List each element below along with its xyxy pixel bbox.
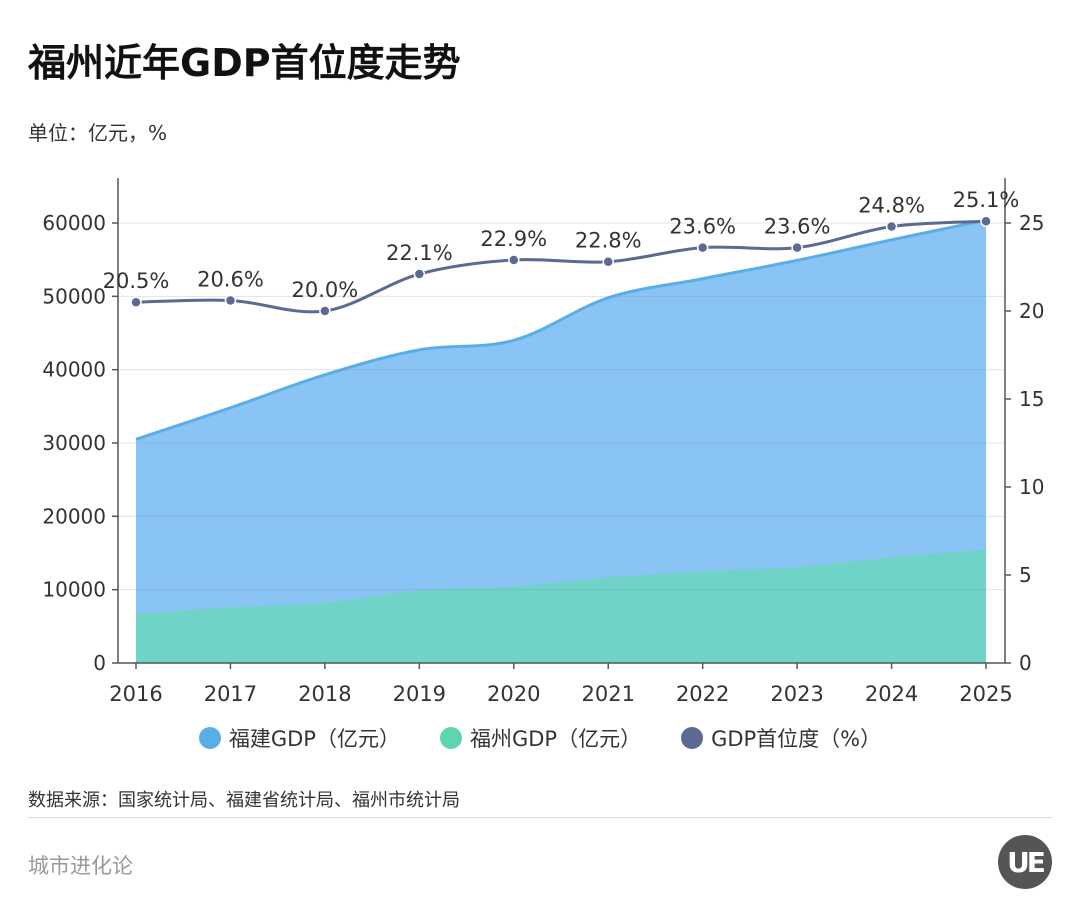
x-axis-tick-label: 2020: [487, 682, 540, 706]
data-label: 22.1%: [386, 241, 453, 265]
legend-item-primacy[interactable]: GDP首位度（%）: [681, 723, 881, 753]
x-axis-tick-label: 2024: [865, 682, 918, 706]
legend-marker: [439, 727, 462, 749]
legend-item-fuzhou[interactable]: 福州GDP（亿元）: [439, 723, 642, 753]
left-axis-tick-label: 50000: [42, 284, 106, 308]
right-axis-tick-label: 20: [1019, 299, 1044, 323]
primacy-point: [508, 254, 520, 266]
data-label: 20.6%: [197, 267, 264, 291]
chart: 0100002000030000400005000060000051015202…: [42, 178, 1044, 706]
primacy-point: [224, 294, 237, 307]
x-axis-tick-label: 2017: [204, 682, 257, 706]
x-axis-tick-label: 2019: [393, 682, 446, 706]
left-axis-tick-label: 60000: [42, 211, 106, 235]
primacy-point: [413, 268, 426, 280]
left-axis-tick-label: 40000: [42, 358, 106, 382]
right-axis-tick-label: 5: [1019, 563, 1032, 587]
data-label: 23.6%: [669, 215, 736, 239]
left-axis-tick-label: 10000: [42, 578, 106, 602]
data-source: 数据来源：国家统计局、福建省统计局、福州市统计局: [28, 790, 460, 811]
legend-label: GDP首位度（%）: [711, 727, 882, 751]
x-axis-tick-label: 2016: [109, 682, 162, 706]
primacy-point: [130, 296, 142, 308]
area-line-fujian: [135, 218, 987, 441]
primacy-point: [696, 241, 709, 254]
area-fuzhou: [136, 549, 986, 663]
right-axis-tick-label: 15: [1019, 387, 1044, 411]
primacy-point: [602, 255, 614, 268]
primacy-point: [980, 215, 992, 227]
primacy-point: [885, 220, 898, 233]
data-label: 22.8%: [575, 229, 642, 253]
x-axis-tick-label: 2021: [581, 682, 634, 706]
data-label: 20.0%: [292, 278, 359, 302]
data-label: 20.5%: [103, 269, 170, 293]
divider: [28, 817, 1052, 818]
brand-logo: UE: [998, 835, 1052, 889]
left-axis-tick-label: 30000: [42, 431, 106, 455]
primacy-line: [135, 219, 987, 314]
x-axis-tick-label: 2018: [298, 682, 351, 706]
legend-marker: [681, 727, 704, 749]
left-axis-tick-label: 0: [93, 651, 106, 675]
primacy-point: [791, 241, 803, 254]
legend-marker: [198, 727, 221, 749]
brand-name: 城市进化论: [28, 854, 133, 878]
legend-label: 福建GDP（亿元）: [228, 727, 400, 751]
legend-label: 福州GDP（亿元）: [469, 727, 642, 751]
x-axis-tick-label: 2022: [676, 682, 729, 706]
data-label: 22.9%: [480, 227, 547, 251]
x-axis-tick-label: 2025: [959, 682, 1012, 706]
unit-label: 单位：亿元，%: [28, 121, 168, 145]
data-label: 23.6%: [764, 215, 831, 239]
chart-title: 福州近年GDP首位度走势: [28, 41, 461, 85]
legend: 福建GDP（亿元） 福州GDP（亿元） GDP首位度（%）: [0, 723, 1080, 753]
x-axis-tick-label: 2023: [770, 682, 823, 706]
data-label: 25.1%: [953, 188, 1020, 212]
legend-item-fujian[interactable]: 福建GDP（亿元）: [198, 723, 400, 753]
area-fujian: [136, 220, 986, 664]
right-axis-tick-label: 10: [1019, 475, 1044, 499]
right-axis-tick-label: 25: [1019, 211, 1044, 235]
left-axis-tick-label: 20000: [42, 504, 106, 528]
primacy-point: [319, 305, 331, 317]
data-label: 24.8%: [858, 194, 925, 218]
right-axis-tick-label: 0: [1019, 651, 1032, 675]
